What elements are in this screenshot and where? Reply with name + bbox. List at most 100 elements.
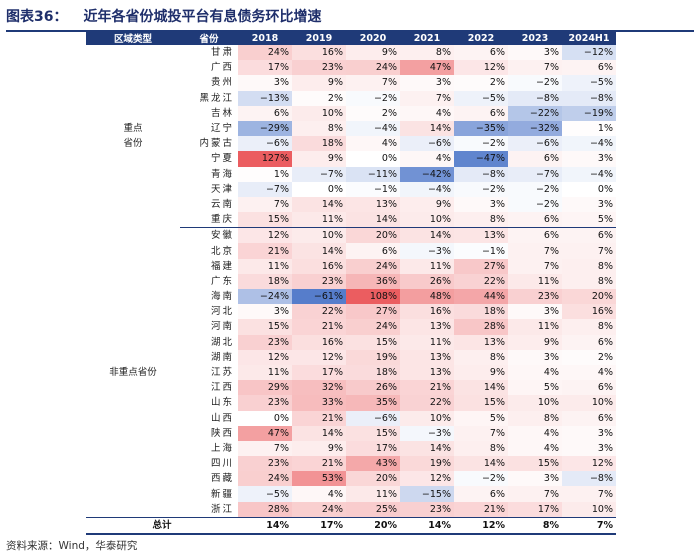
growth-value: 10% bbox=[508, 395, 562, 411]
growth-value: 24% bbox=[292, 501, 346, 518]
province-name: 黑龙江 bbox=[199, 92, 234, 104]
province-name: 重庆 bbox=[180, 212, 238, 229]
growth-value: −6% bbox=[400, 136, 454, 152]
growth-value: 4% bbox=[508, 425, 562, 441]
growth-value: 2% bbox=[562, 350, 616, 365]
growth-value: 20% bbox=[562, 289, 616, 305]
debt-growth-table: 区域类型 省份 2018 2019 2020 2021 2022 2023 20… bbox=[86, 31, 616, 535]
growth-value: 14% bbox=[400, 227, 454, 244]
growth-value: 16% bbox=[400, 304, 454, 320]
growth-value: 8% bbox=[292, 120, 346, 137]
growth-value: 24% bbox=[346, 60, 400, 76]
growth-value: −4% bbox=[400, 181, 454, 197]
growth-value: 8% bbox=[454, 440, 508, 457]
growth-value: −35% bbox=[454, 120, 508, 137]
growth-value: 12% bbox=[238, 349, 292, 365]
growth-value: 21% bbox=[292, 456, 346, 472]
growth-value: −2% bbox=[454, 136, 508, 151]
region-category: 非重点省份 bbox=[109, 366, 157, 378]
growth-value: −6% bbox=[508, 136, 562, 152]
table-row: 江西 29% 32% 26% 21% 14% 5% 6% bbox=[86, 380, 616, 396]
growth-value: 13% bbox=[346, 196, 400, 213]
growth-value: 28% bbox=[454, 319, 508, 335]
growth-value: −4% bbox=[562, 166, 616, 182]
growth-value: 26% bbox=[346, 380, 400, 396]
growth-value: −2% bbox=[346, 91, 400, 106]
growth-value: 3% bbox=[454, 197, 508, 212]
growth-value: 28% bbox=[238, 501, 292, 518]
table-row: 黑龙江 −13% 2% −2% 7% −5% −8% −8% bbox=[86, 90, 616, 106]
table-row: 广西 17% 23% 24% 47% 12% 7% 6% bbox=[86, 60, 616, 76]
growth-value: 14% bbox=[346, 212, 400, 229]
province-name: 江西 bbox=[210, 382, 234, 394]
growth-value: 6% bbox=[238, 105, 292, 121]
growth-value: 13% bbox=[400, 349, 454, 365]
header-year: 2020 bbox=[346, 31, 400, 45]
growth-value: 3% bbox=[400, 75, 454, 90]
growth-value: 22% bbox=[292, 304, 346, 320]
growth-value: 7% bbox=[400, 90, 454, 106]
growth-value: 18% bbox=[346, 364, 400, 381]
growth-value: 47% bbox=[400, 60, 454, 76]
growth-value: 7% bbox=[508, 258, 562, 274]
growth-value: 15% bbox=[238, 212, 292, 229]
growth-value: 4% bbox=[292, 486, 346, 502]
growth-value: 9% bbox=[292, 151, 346, 167]
growth-value: 10% bbox=[292, 227, 346, 244]
growth-value: 4% bbox=[562, 364, 616, 381]
province-name: 新疆 bbox=[210, 488, 234, 500]
growth-value: 36% bbox=[346, 273, 400, 289]
growth-value: 53% bbox=[292, 471, 346, 487]
growth-value: 13% bbox=[454, 334, 508, 350]
growth-value: −2% bbox=[454, 182, 508, 197]
table-row: 福建 11% 16% 24% 11% 27% 7% 8% bbox=[86, 258, 616, 274]
total-value: 12% bbox=[454, 516, 508, 535]
growth-value: 9% bbox=[346, 45, 400, 61]
table-row: 上海 7% 9% 17% 14% 8% 4% 3% bbox=[86, 440, 616, 457]
growth-value: −2% bbox=[508, 197, 562, 212]
province-name: 青海 bbox=[210, 168, 234, 180]
growth-value: 6% bbox=[508, 212, 562, 229]
growth-value: 23% bbox=[292, 273, 346, 289]
growth-value: 23% bbox=[238, 395, 292, 411]
growth-value: 47% bbox=[238, 425, 292, 441]
growth-value: −8% bbox=[562, 90, 616, 106]
province-name: 甘肃 bbox=[210, 47, 234, 59]
header-category: 区域类型 bbox=[86, 31, 180, 45]
growth-value: 3% bbox=[562, 426, 616, 441]
header-row: 区域类型 省份 2018 2019 2020 2021 2022 2023 20… bbox=[86, 31, 616, 45]
growth-value: 23% bbox=[238, 456, 292, 472]
province-name: 辽宁 bbox=[210, 123, 234, 135]
province-name: 上海 bbox=[210, 442, 234, 454]
growth-value: 20% bbox=[346, 227, 400, 244]
growth-value: −3% bbox=[400, 425, 454, 441]
growth-value: 6% bbox=[562, 227, 616, 244]
growth-value: −61% bbox=[292, 289, 346, 305]
growth-value: 21% bbox=[292, 319, 346, 335]
growth-value: 11% bbox=[508, 319, 562, 335]
growth-value: 6% bbox=[454, 486, 508, 502]
growth-value: 4% bbox=[400, 105, 454, 121]
growth-value: −6% bbox=[346, 410, 400, 426]
total-value: 14% bbox=[400, 516, 454, 535]
growth-value: 3% bbox=[562, 441, 616, 456]
growth-value: 24% bbox=[238, 471, 292, 487]
growth-value: 3% bbox=[508, 45, 562, 60]
table-row: 湖北 23% 16% 15% 11% 13% 9% 6% bbox=[86, 334, 616, 350]
growth-value: 7% bbox=[562, 243, 616, 259]
growth-value: 1% bbox=[597, 123, 613, 135]
total-value: 7% bbox=[562, 516, 616, 535]
table-row: 四川 23% 21% 43% 19% 14% 15% 12% bbox=[86, 456, 616, 472]
province-name: 西藏 bbox=[210, 473, 234, 485]
province-name: 河北 bbox=[210, 306, 234, 318]
growth-value: 127% bbox=[238, 151, 292, 167]
growth-value: 6% bbox=[454, 45, 508, 61]
province-name: 广西 bbox=[210, 62, 234, 74]
header-year: 2022 bbox=[454, 31, 508, 45]
growth-value: 8% bbox=[454, 349, 508, 365]
growth-value: 9% bbox=[454, 364, 508, 381]
growth-value: 27% bbox=[346, 304, 400, 320]
growth-value: −8% bbox=[508, 90, 562, 106]
growth-value: 22% bbox=[400, 395, 454, 411]
growth-value: 8% bbox=[562, 319, 616, 335]
